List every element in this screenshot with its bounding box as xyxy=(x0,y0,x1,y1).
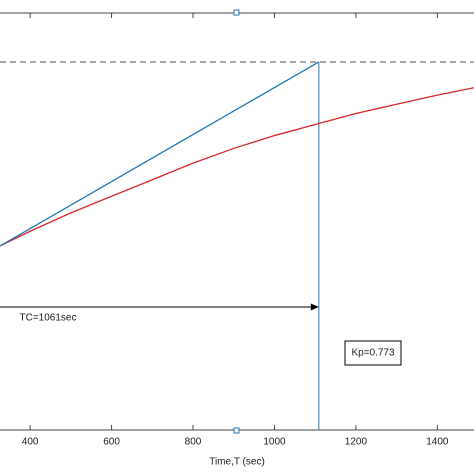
x-tick-label: 1400 xyxy=(426,437,449,448)
marker xyxy=(233,427,240,434)
x-tick-label: 1000 xyxy=(263,437,286,448)
x-tick-label: 600 xyxy=(103,437,120,448)
annotation-box xyxy=(344,340,402,366)
x-tick-label: 400 xyxy=(22,437,39,448)
data-line xyxy=(0,87,474,247)
data-line xyxy=(0,61,320,247)
annotation: TC=1061sec xyxy=(20,313,77,324)
annotation: Kp=0.773 xyxy=(351,348,395,359)
x-axis-label: Time,T (sec) xyxy=(209,457,265,468)
x-tick-label: 1200 xyxy=(345,437,368,448)
arrow-head xyxy=(310,303,319,311)
marker xyxy=(233,9,240,16)
x-tick-label: 800 xyxy=(185,437,202,448)
